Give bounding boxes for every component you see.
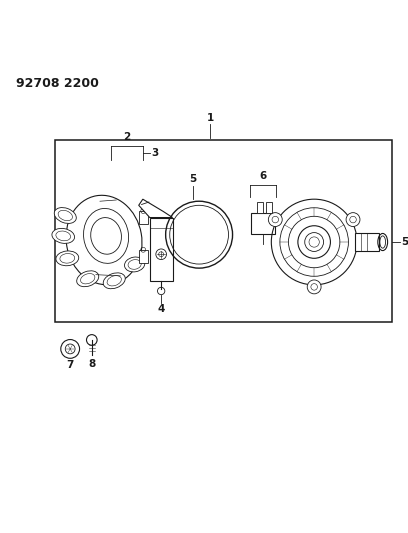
Ellipse shape <box>52 229 75 244</box>
Bar <box>150 217 173 281</box>
Text: 5: 5 <box>189 174 197 184</box>
Text: 7: 7 <box>67 360 74 370</box>
Text: 2: 2 <box>123 132 131 142</box>
Ellipse shape <box>77 271 99 287</box>
Circle shape <box>346 213 360 227</box>
Bar <box>257 203 263 213</box>
Bar <box>355 233 379 251</box>
Bar <box>139 211 148 224</box>
Polygon shape <box>139 199 173 217</box>
Text: 8: 8 <box>88 359 95 369</box>
Text: 4: 4 <box>157 304 165 314</box>
Ellipse shape <box>103 273 125 289</box>
Bar <box>266 203 272 213</box>
Bar <box>251 213 275 234</box>
Circle shape <box>157 287 165 295</box>
Text: 1: 1 <box>206 112 214 123</box>
Ellipse shape <box>124 257 145 272</box>
Ellipse shape <box>56 251 79 266</box>
Text: 92708 2200: 92708 2200 <box>16 77 99 90</box>
Text: 3: 3 <box>151 148 159 158</box>
Ellipse shape <box>54 207 76 223</box>
Circle shape <box>268 213 282 227</box>
Bar <box>55 140 392 321</box>
Bar <box>139 250 148 263</box>
Circle shape <box>307 280 321 294</box>
Text: 5: 5 <box>401 237 408 247</box>
Text: 6: 6 <box>259 171 267 181</box>
